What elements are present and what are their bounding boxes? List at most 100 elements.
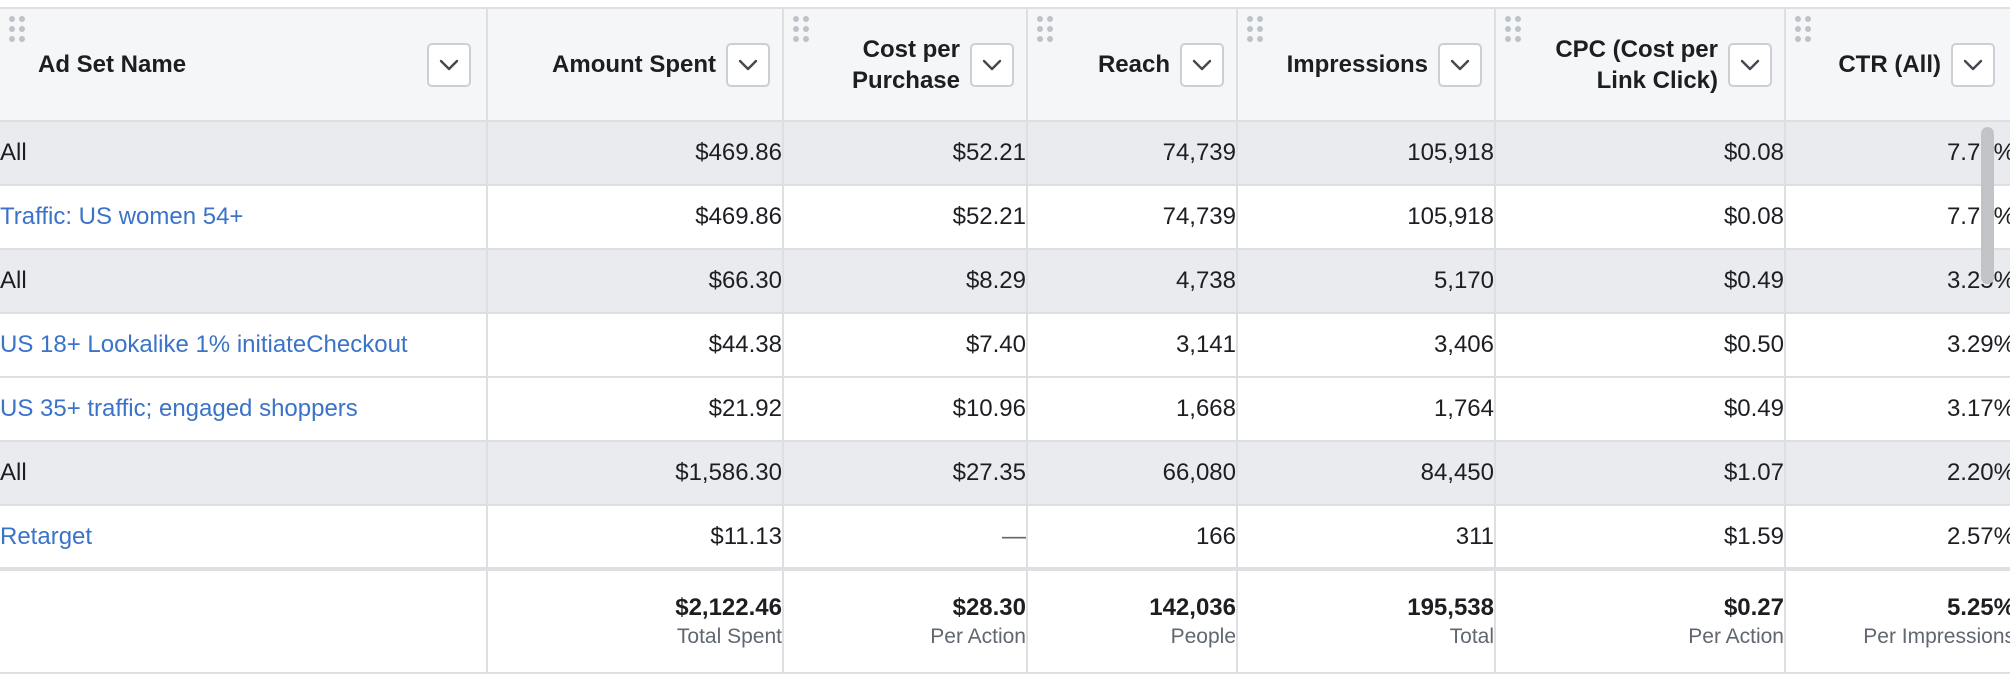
table-row[interactable]: Retarget $11.13 — 166 311 $1.59 2.57% [0, 505, 2010, 570]
chevron-down-icon [982, 59, 1002, 70]
table-row[interactable]: US 35+ traffic; engaged shoppers $21.92 … [0, 377, 2010, 442]
amount-spent-cell: $469.86 [487, 121, 784, 186]
table-row[interactable]: All $469.86 $52.21 74,739 105,918 $0.08 … [0, 121, 2010, 186]
total-caption: Total [1449, 624, 1494, 648]
ad-set-name-cell: All [0, 121, 488, 186]
chevron-down-icon [1740, 59, 1760, 70]
amount-spent-cell: $44.38 [487, 313, 784, 378]
table-row[interactable]: All $66.30 $8.29 4,738 5,170 $0.49 3.25% [0, 249, 2010, 314]
ad-sets-table: Ad Set Name Amount Spent [0, 7, 2010, 674]
ad-set-name-cell: All [0, 441, 488, 506]
header-row: Ad Set Name Amount Spent [0, 7, 2010, 122]
total-caption: Total Spent [676, 624, 782, 648]
total-ctr-cell: 5.25% Per Impressions [1785, 567, 2010, 674]
totals-row: $2,122.46 Total Spent $28.30 Per Action … [0, 567, 2010, 674]
ad-set-link[interactable]: Retarget [0, 522, 93, 550]
column-header-cost-per-purchase[interactable]: Cost per Purchase [783, 7, 1028, 122]
cost-per-purchase-cell: $7.40 [783, 313, 1028, 378]
column-menu-button[interactable] [1438, 42, 1482, 87]
column-header-amount-spent[interactable]: Amount Spent [487, 7, 784, 122]
cpc-cell: $1.59 [1495, 505, 1786, 570]
total-caption: Per Action [1688, 624, 1784, 648]
cost-per-purchase-cell: — [783, 505, 1028, 570]
drag-handle-icon[interactable] [8, 15, 28, 43]
column-header-ad-set-name[interactable]: Ad Set Name [0, 7, 488, 122]
column-header-label: Amount Spent [552, 51, 716, 78]
total-amount-spent-cell: $2,122.46 Total Spent [487, 567, 784, 674]
total-caption: People [1170, 624, 1236, 648]
ad-set-link[interactable]: Traffic: US women 54+ [0, 203, 244, 230]
cpc-cell: $0.49 [1495, 249, 1786, 314]
cost-per-purchase-cell: $10.96 [783, 377, 1028, 442]
ad-set-name-cell: Traffic: US women 54+ [0, 185, 488, 250]
reach-cell: 166 [1027, 505, 1238, 570]
drag-handle-icon[interactable] [1246, 15, 1266, 43]
cpc-cell: $1.07 [1495, 441, 1786, 506]
total-caption: Per Action [930, 624, 1026, 648]
column-header-label: CPC (Cost per Link Click) [1555, 35, 1718, 94]
cpc-cell: $0.49 [1495, 377, 1786, 442]
ad-set-name-cell: US 18+ Lookalike 1% initiateCheckout [0, 313, 488, 378]
column-header-reach[interactable]: Reach [1027, 7, 1238, 122]
drag-handle-icon[interactable] [792, 15, 812, 43]
total-value: $0.27 [1723, 593, 1784, 621]
ctr-cell: 2.57% [1785, 505, 2010, 570]
ad-set-link[interactable]: US 18+ Lookalike 1% initiateCheckout [0, 331, 408, 358]
cost-per-purchase-cell: $27.35 [783, 441, 1028, 506]
cpc-cell: $0.08 [1495, 121, 1786, 186]
reach-cell: 74,739 [1027, 121, 1238, 186]
drag-handle-icon[interactable] [1504, 15, 1524, 43]
chevron-down-icon [738, 59, 758, 70]
column-menu-button[interactable] [726, 42, 770, 87]
total-impressions-cell: 195,538 Total [1237, 567, 1496, 674]
table-row[interactable]: Traffic: US women 54+ $469.86 $52.21 74,… [0, 185, 2010, 250]
column-menu-button[interactable] [1180, 42, 1224, 87]
column-header-label: Impressions [1286, 51, 1428, 78]
column-header-label: Cost per Purchase [851, 35, 960, 94]
column-menu-button[interactable] [970, 42, 1014, 87]
ctr-cell: 7.77% [1785, 121, 2010, 186]
table-row[interactable]: US 18+ Lookalike 1% initiateCheckout $44… [0, 313, 2010, 378]
reach-cell: 3,141 [1027, 313, 1238, 378]
total-value: $2,122.46 [675, 593, 782, 621]
column-menu-button[interactable] [1951, 42, 1995, 87]
chevron-down-icon [1963, 59, 1983, 70]
ctr-cell: 3.17% [1785, 377, 2010, 442]
cost-per-purchase-cell: $52.21 [783, 121, 1028, 186]
cost-per-purchase-cell: $8.29 [783, 249, 1028, 314]
impressions-cell: 5,170 [1237, 249, 1496, 314]
drag-handle-icon[interactable] [1036, 15, 1056, 43]
column-menu-button[interactable] [1728, 42, 1772, 87]
column-menu-button[interactable] [427, 42, 471, 87]
ad-set-name-cell: US 35+ traffic; engaged shoppers [0, 377, 488, 442]
total-cost-per-purchase-cell: $28.30 Per Action [783, 567, 1028, 674]
chevron-down-icon [1192, 59, 1212, 70]
ctr-cell: 7.77% [1785, 185, 2010, 250]
vertical-scrollbar[interactable] [1981, 127, 1994, 284]
column-header-label: CTR (All) [1838, 51, 1941, 78]
column-header-label: Ad Set Name [38, 51, 187, 78]
total-value: $28.30 [952, 593, 1026, 621]
ctr-cell: 3.29% [1785, 313, 2010, 378]
amount-spent-cell: $66.30 [487, 249, 784, 314]
reach-cell: 1,668 [1027, 377, 1238, 442]
drag-handle-icon[interactable] [1794, 15, 1814, 43]
ctr-cell: 2.20% [1785, 441, 2010, 506]
ad-set-link[interactable]: US 35+ traffic; engaged shoppers [0, 395, 358, 422]
total-value: 195,538 [1407, 593, 1494, 621]
chevron-down-icon [1450, 59, 1470, 70]
ad-set-name-cell: Retarget [0, 505, 488, 570]
total-value: 5.25% [1946, 593, 2010, 621]
column-header-ctr[interactable]: CTR (All) [1785, 7, 2010, 122]
table-row[interactable]: All $1,586.30 $27.35 66,080 84,450 $1.07… [0, 441, 2010, 506]
ad-set-name-cell: All [0, 249, 488, 314]
cost-per-purchase-cell: $52.21 [783, 185, 1028, 250]
chevron-down-icon [439, 59, 459, 70]
impressions-cell: 1,764 [1237, 377, 1496, 442]
column-header-cpc[interactable]: CPC (Cost per Link Click) [1495, 7, 1786, 122]
totals-label-cell [0, 567, 488, 674]
column-header-impressions[interactable]: Impressions [1237, 7, 1496, 122]
impressions-cell: 311 [1237, 505, 1496, 570]
reach-cell: 66,080 [1027, 441, 1238, 506]
